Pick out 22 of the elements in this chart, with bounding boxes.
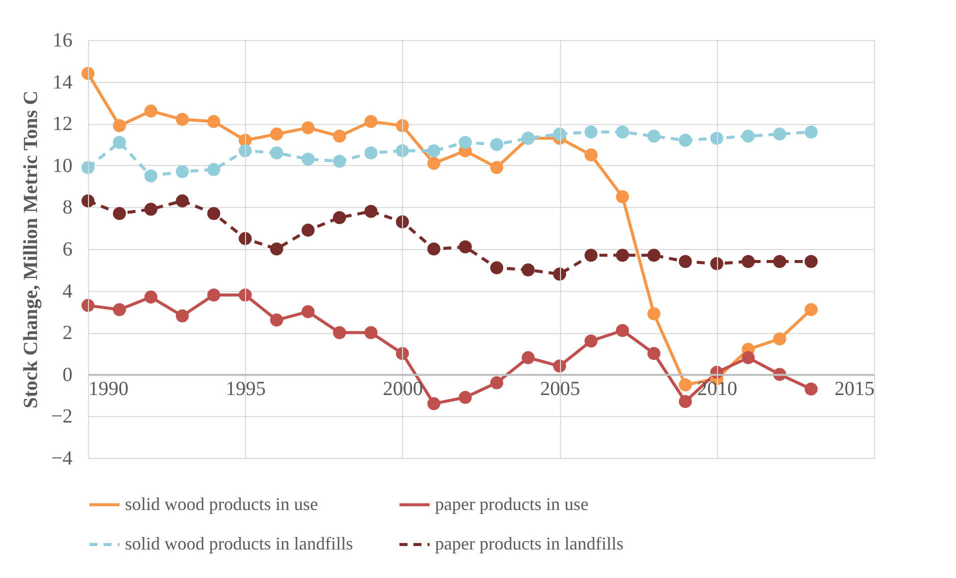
y-tick-label: 2 (62, 322, 72, 344)
y-tick-label: 0 (62, 364, 72, 386)
x-tick-label: 2010 (697, 378, 738, 400)
legend-label: paper products in landfills (435, 534, 624, 554)
legend-label: solid wood products in use (125, 494, 318, 514)
y-tick-label: 8 (62, 196, 72, 219)
y-tick-label: 4 (62, 280, 72, 302)
x-tick-label: 2000 (382, 378, 423, 400)
x-tick-label: 1995 (226, 378, 266, 400)
x-tick-label: 2005 (540, 378, 580, 400)
y-tick-label: 6 (62, 238, 72, 260)
y-tick-label: −4 (51, 448, 72, 470)
y-tick-label: 14 (52, 71, 72, 94)
x-tick-label: 1990 (88, 378, 128, 400)
legend-label: paper products in use (435, 494, 588, 514)
legend-label: solid wood products in landfills (125, 534, 353, 554)
y-axis-title: Stock Change, Million Metric Tons C (20, 90, 42, 408)
y-tick-label: 12 (52, 113, 72, 136)
x-tick-label: 2015 (834, 378, 874, 400)
y-tick-label: 16 (52, 30, 72, 52)
y-tick-label: 10 (52, 154, 72, 177)
y-tick-label: −2 (51, 406, 72, 428)
